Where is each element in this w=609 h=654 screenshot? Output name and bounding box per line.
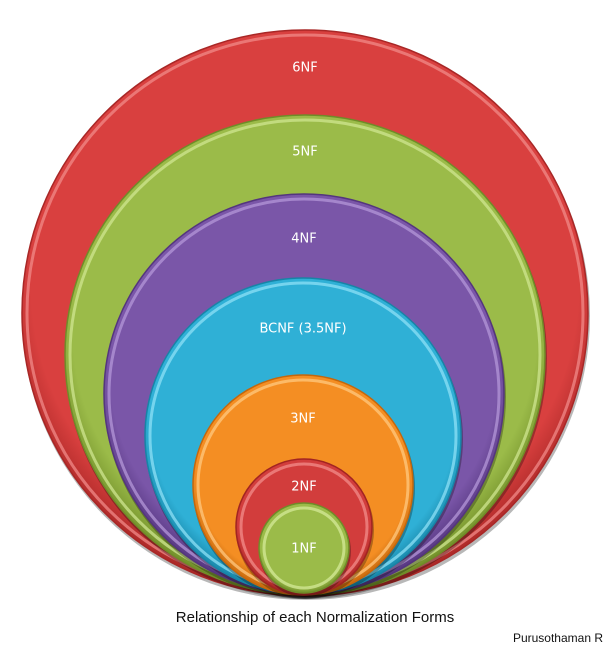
- author-credit: Purusothaman R: [512, 631, 603, 645]
- circle-label-2: 5NF: [292, 145, 317, 160]
- diagram-caption: Relationship of each Normalization Forms: [175, 609, 455, 626]
- nested-circles-diagram: 6NF 5NF 4NF BCNF (3.5NF) 3NF 2NF 1NF: [21, 29, 590, 600]
- circle-level-7: 1NF: [258, 502, 351, 597]
- circle-label-7: 1NF: [291, 542, 316, 557]
- circle-label-3: 4NF: [291, 232, 316, 247]
- circle-label-4: BCNF (3.5NF): [259, 322, 346, 337]
- circle-label-1: 6NF: [292, 61, 317, 76]
- circle-label-6: 2NF: [291, 480, 316, 495]
- circle-7: [259, 503, 349, 593]
- circle-label-5: 3NF: [290, 412, 315, 427]
